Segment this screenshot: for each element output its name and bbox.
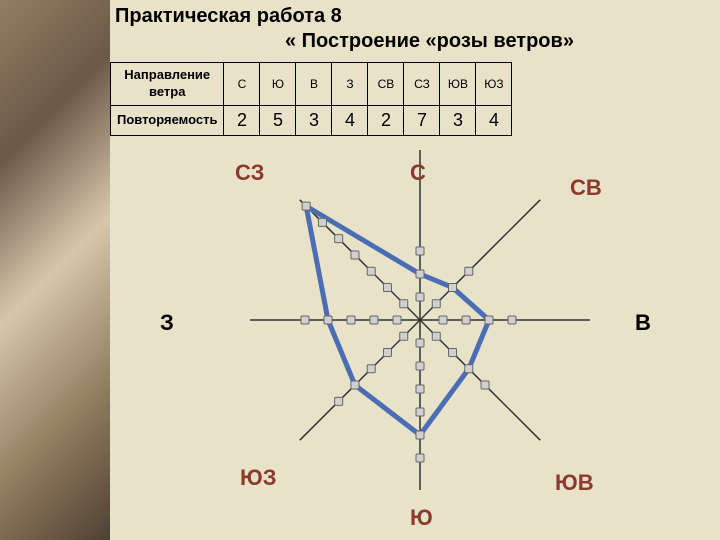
- row-header-direction: Направление ветра: [111, 63, 224, 106]
- dir-cell: В: [296, 63, 332, 106]
- label-southwest: ЮЗ: [240, 465, 276, 491]
- table-row-directions: Направление ветра С Ю В З СВ СЗ ЮВ ЮЗ: [111, 63, 512, 106]
- dir-cell: СЗ: [404, 63, 440, 106]
- label-southeast: ЮВ: [555, 470, 594, 496]
- label-east: В: [635, 310, 651, 336]
- dir-cell: ЮВ: [440, 63, 476, 106]
- title-line-2: « Построение «розы ветров»: [285, 30, 574, 53]
- wind-rose-diagram: С СВ В ЮВ Ю ЮЗ З СЗ: [140, 130, 700, 530]
- content-area: Практическая работа 8 « Построение «розы…: [110, 0, 720, 540]
- dir-cell: Ю: [260, 63, 296, 106]
- label-north: С: [410, 160, 426, 186]
- dir-cell: С: [224, 63, 260, 106]
- title-line-1: Практическая работа 8: [115, 5, 342, 28]
- label-west: З: [160, 310, 174, 336]
- dir-cell: З: [332, 63, 368, 106]
- label-northwest: СЗ: [235, 160, 264, 186]
- dir-cell: СВ: [368, 63, 404, 106]
- left-decorative-strip: [0, 0, 110, 540]
- label-south: Ю: [410, 505, 433, 531]
- dir-cell: ЮЗ: [476, 63, 512, 106]
- data-table: Направление ветра С Ю В З СВ СЗ ЮВ ЮЗ По…: [110, 62, 512, 136]
- label-northeast: СВ: [570, 175, 602, 201]
- wind-rose-svg: [140, 130, 700, 530]
